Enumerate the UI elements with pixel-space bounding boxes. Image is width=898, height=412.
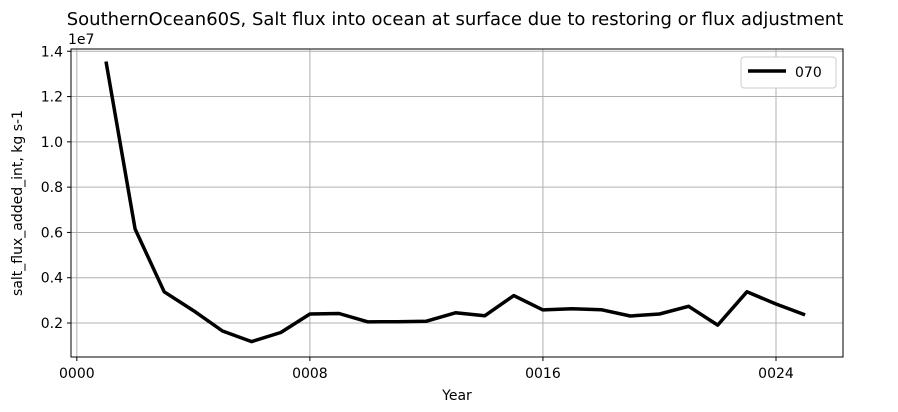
x-tick-label: 0016	[525, 366, 561, 382]
y-tick-label: 0.6	[41, 225, 63, 241]
x-axis: 0000 0008 0016 0024	[59, 357, 794, 382]
legend-label: 070	[795, 65, 822, 81]
plot-area	[71, 49, 843, 357]
y-tick-label: 0.4	[41, 271, 63, 287]
plot-frame	[70, 48, 844, 358]
x-axis-label: Year	[441, 388, 472, 404]
y-tick-label: 1.0	[41, 135, 63, 151]
series-layer	[104, 61, 806, 344]
x-tick-label: 0008	[292, 366, 328, 382]
y-tick-label: 0.2	[41, 316, 63, 332]
chart-title: SouthernOcean60S, Salt flux into ocean a…	[67, 9, 844, 30]
grid	[71, 49, 843, 357]
x-tick-label: 0000	[59, 366, 95, 382]
legend-box	[740, 56, 837, 89]
y-offset-label: 1e7	[68, 32, 94, 48]
y-axis: 0.2 0.4 0.6 0.8 1.0 1.2 1.4	[41, 44, 71, 332]
y-tick-label: 1.4	[41, 44, 63, 60]
legend: 070	[740, 56, 837, 89]
x-tick-label: 0024	[758, 366, 794, 382]
y-axis-label: salt_flux_added_int, kg s-1	[10, 110, 26, 296]
series-line	[104, 61, 806, 344]
y-tick-label: 1.2	[41, 90, 63, 106]
y-tick-label: 0.8	[41, 180, 63, 196]
